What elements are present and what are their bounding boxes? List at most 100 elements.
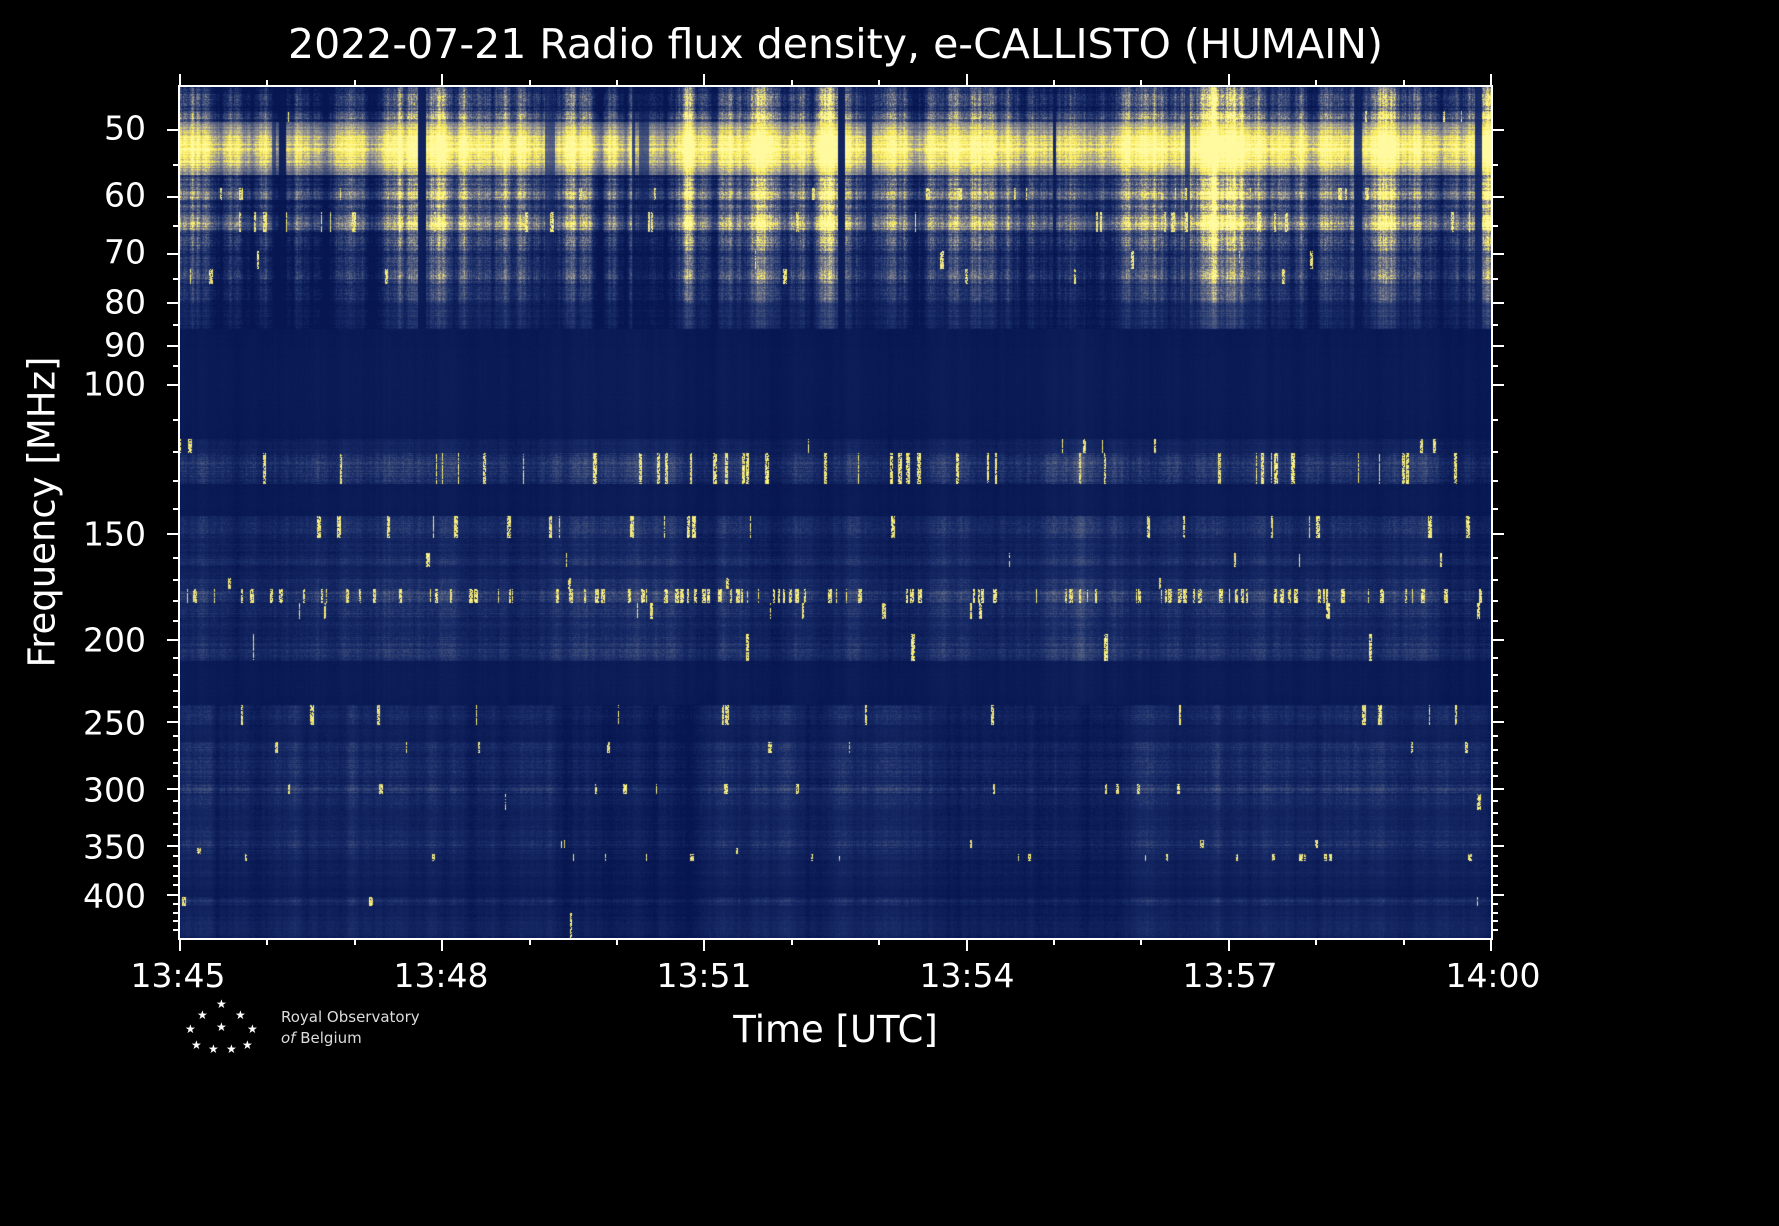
right-tick [1491,762,1498,765]
left-tick [167,720,180,723]
left-tick [167,195,180,198]
left-tick [173,480,180,483]
right-tick [1491,418,1498,421]
top-tick [1053,80,1055,87]
right-tick [1491,893,1504,896]
top-tick [1315,80,1318,87]
right-tick [1491,383,1504,386]
left-tick [173,811,180,814]
top-tick [878,80,881,87]
x-tick-label: 13:51 [656,956,752,995]
top-tick [1402,80,1405,87]
left-tick [173,865,180,867]
y-tick-label: 200 [83,620,146,660]
bottom-tick [353,938,356,945]
top-tick [616,80,618,87]
top-tick [179,74,181,87]
bottom-tick [1140,938,1143,945]
right-tick [1491,884,1498,887]
bottom-tick [179,938,181,951]
left-tick [173,822,180,825]
right-tick [1491,345,1504,348]
left-tick [167,128,180,131]
star-icon: ★ [235,1008,246,1022]
left-tick [173,163,180,166]
x-tick-labels: 13:45 13:48 13:51 13:54 13:57 14:00 [130,956,1540,1000]
bottom-tick [616,938,618,945]
logo-line2-italic: of [281,1029,296,1047]
right-tick [1491,920,1498,923]
left-tick [173,799,180,802]
right-tick [1491,854,1498,857]
left-tick [173,277,180,280]
bottom-tick [1053,938,1055,945]
right-tick [1491,599,1498,602]
star-icon: ★ [197,1008,208,1022]
left-tick [167,252,180,255]
right-tick [1491,720,1504,723]
right-tick [1491,749,1498,752]
right-tick [1491,638,1504,641]
bottom-tick [965,938,968,951]
x-tick-label: 13:57 [1182,956,1278,995]
y-tick-label: 90 [104,325,146,365]
left-tick [173,578,180,581]
y-tick-label: 100 [83,364,146,404]
left-tick [167,844,180,847]
right-tick [1491,364,1498,367]
right-tick [1491,480,1498,483]
top-tick [703,74,706,87]
right-tick [1491,578,1498,581]
right-tick [1491,928,1498,931]
top-tick [1140,80,1143,87]
right-tick [1491,705,1498,708]
x-tick-label: 14:00 [1445,956,1541,995]
left-tick [173,911,180,914]
bottom-tick [790,938,793,945]
left-tick [167,787,180,790]
left-tick [173,735,180,738]
left-tick [173,507,180,510]
top-tick [441,74,444,87]
right-tick [1491,225,1498,228]
right-tick [1491,735,1498,738]
top-tick [1227,74,1230,87]
left-tick [167,638,180,641]
left-tick [173,775,180,778]
y-tick-label: 50 [104,108,146,148]
star-icon: ★ [208,1042,219,1056]
y-axis-label: Frequency [MHz] [20,356,64,668]
top-tick [1490,74,1492,87]
logo-text: Royal Observatory of Belgium [281,1007,420,1049]
y-tick-labels: 50 60 70 80 90 100 150 200 250 300 350 400 [0,85,162,940]
left-tick [173,364,180,367]
left-tick [173,874,180,877]
right-tick [1491,690,1498,693]
right-tick [1491,163,1498,166]
top-tick [266,80,269,87]
right-tick [1491,556,1498,559]
top-tick [528,80,531,87]
left-tick [173,902,180,905]
left-tick [173,690,180,693]
top-tick [790,80,793,87]
right-tick [1491,532,1504,535]
left-tick [167,345,180,348]
rob-logo: ★ ★ ★ ★ ★ ★ ★ ★ ★ ★ Royal Observatory of Belgium [183,998,420,1058]
left-tick [173,619,180,622]
y-tick-label: 350 [83,827,146,867]
right-tick [1491,775,1498,778]
x-axis-label: Time [UTC] [733,1008,938,1051]
left-tick [173,225,180,228]
logo-stars: ★ ★ ★ ★ ★ ★ ★ ★ ★ ★ [183,998,263,1058]
right-tick [1491,673,1498,676]
y-tick-label: 300 [83,770,146,810]
right-tick [1491,833,1498,836]
star-icon: ★ [191,1038,202,1052]
star-icon: ★ [216,1020,227,1034]
bottom-tick [1315,938,1318,945]
right-tick [1491,787,1504,790]
logo-line2: of Belgium [281,1028,420,1049]
x-tick-label: 13:54 [919,956,1015,995]
